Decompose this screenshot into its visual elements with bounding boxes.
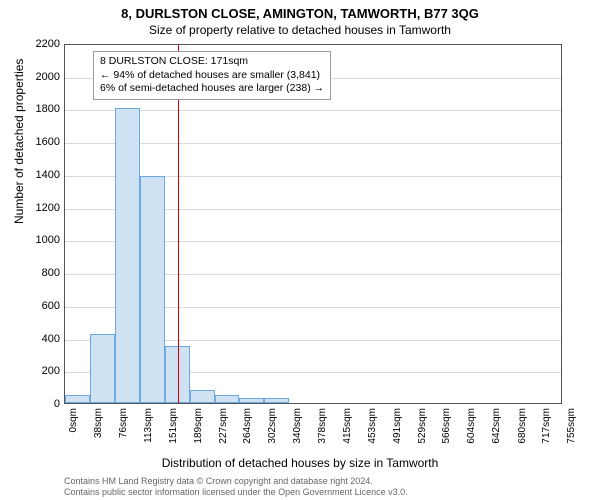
ytick-label: 800 (20, 267, 60, 279)
ytick-label: 2200 (20, 38, 60, 50)
ytick-label: 2000 (20, 71, 60, 83)
xtick-label: 755sqm (566, 408, 577, 444)
xtick-label: 0sqm (68, 408, 79, 432)
xtick-label: 680sqm (517, 408, 528, 444)
histogram-bar (115, 108, 139, 403)
ytick-label: 1000 (20, 234, 60, 246)
xtick-label: 189sqm (193, 408, 204, 444)
xtick-label: 227sqm (218, 408, 229, 444)
annotation-line1: 8 DURLSTON CLOSE: 171sqm (100, 55, 324, 69)
chart-title: 8, DURLSTON CLOSE, AMINGTON, TAMWORTH, B… (0, 0, 600, 21)
chart-subtitle: Size of property relative to detached ho… (0, 21, 600, 37)
footer-line1: Contains HM Land Registry data © Crown c… (64, 476, 408, 487)
x-axis-label: Distribution of detached houses by size … (0, 456, 600, 470)
histogram-bar (65, 395, 90, 403)
annotation-line2: ← 94% of detached houses are smaller (3,… (100, 69, 324, 83)
ytick-label: 200 (20, 365, 60, 377)
xtick-label: 642sqm (491, 408, 502, 444)
xtick-label: 491sqm (392, 408, 403, 444)
histogram-bar (264, 398, 289, 403)
xtick-label: 264sqm (242, 408, 253, 444)
histogram-bar (90, 334, 115, 403)
ytick-label: 1800 (20, 103, 60, 115)
ytick-label: 400 (20, 333, 60, 345)
ytick-label: 1200 (20, 202, 60, 214)
histogram-bar (239, 398, 264, 403)
xtick-label: 566sqm (441, 408, 452, 444)
xtick-label: 76sqm (118, 408, 129, 438)
xtick-label: 340sqm (292, 408, 303, 444)
ytick-label: 0 (20, 398, 60, 410)
xtick-label: 378sqm (317, 408, 328, 444)
histogram-bar (215, 395, 239, 403)
histogram-bar (140, 176, 165, 403)
footer-attribution: Contains HM Land Registry data © Crown c… (64, 476, 408, 498)
histogram-bar (190, 390, 215, 403)
xtick-label: 604sqm (466, 408, 477, 444)
xtick-label: 302sqm (267, 408, 278, 444)
xtick-label: 453sqm (367, 408, 378, 444)
ytick-label: 1400 (20, 169, 60, 181)
annotation-box: 8 DURLSTON CLOSE: 171sqm ← 94% of detach… (93, 51, 331, 100)
xtick-label: 717sqm (541, 408, 552, 444)
xtick-label: 113sqm (143, 408, 154, 443)
ytick-label: 600 (20, 300, 60, 312)
xtick-label: 415sqm (342, 408, 353, 444)
ytick-label: 1600 (20, 136, 60, 148)
plot-area: 8 DURLSTON CLOSE: 171sqm ← 94% of detach… (64, 44, 562, 404)
xtick-label: 38sqm (93, 408, 104, 438)
annotation-line3: 6% of semi-detached houses are larger (2… (100, 82, 324, 96)
xtick-label: 151sqm (168, 408, 179, 444)
xtick-label: 529sqm (417, 408, 428, 444)
footer-line2: Contains public sector information licen… (64, 487, 408, 498)
chart-container: 8, DURLSTON CLOSE, AMINGTON, TAMWORTH, B… (0, 0, 600, 500)
